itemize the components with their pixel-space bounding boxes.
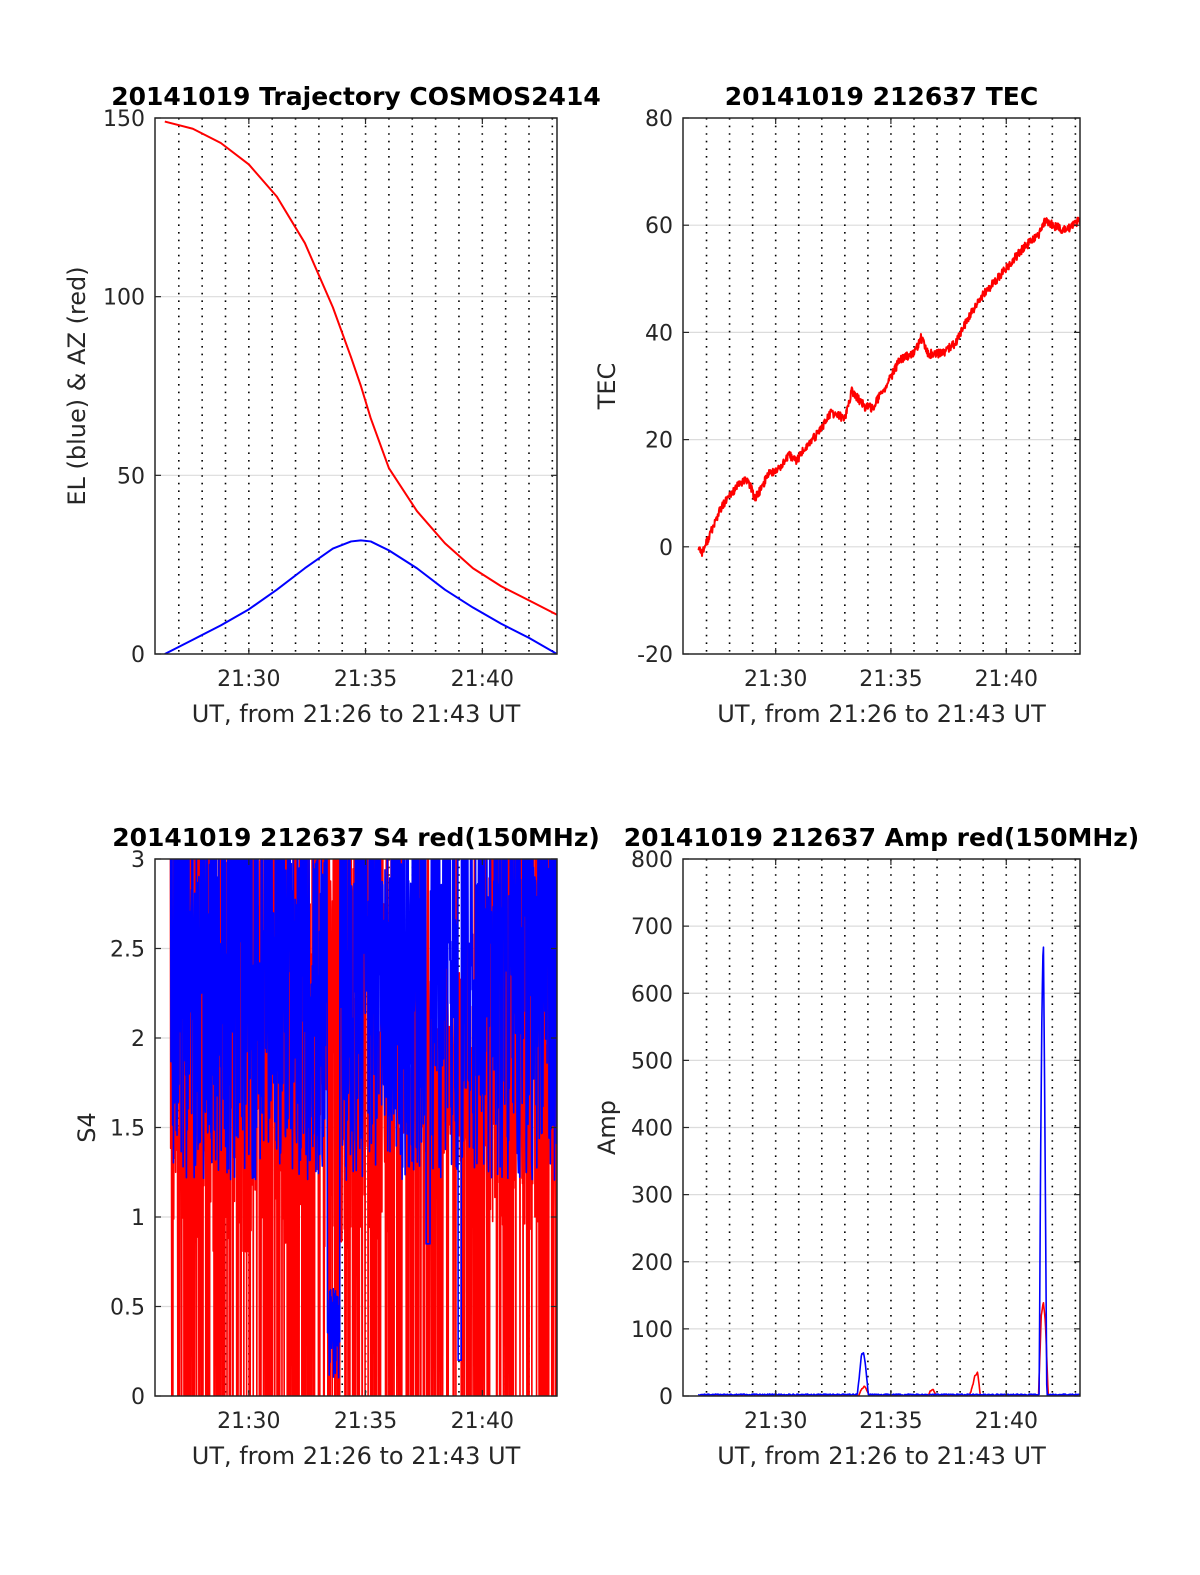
y-tick-label: 1.5	[110, 1117, 145, 1142]
y-tick-label: 80	[645, 107, 673, 132]
y-axis-label: Amp	[593, 1100, 621, 1155]
chart-title: 20141019 212637 Amp red(150MHz)	[624, 823, 1140, 852]
chart-title: 20141019 212637 TEC	[725, 82, 1038, 111]
y-tick-label: 150	[103, 107, 145, 132]
x-tick-label: 21:40	[451, 667, 514, 692]
y-tick-label: 1	[131, 1206, 145, 1231]
y-tick-label: 100	[103, 286, 145, 311]
y-tick-label: 0	[131, 643, 145, 668]
chart-4: 0 100 200 300 400 500 600 700 800 21:30 21:35 21:40…	[593, 823, 1139, 1470]
y-tick-label: 2	[131, 1027, 145, 1052]
series-line-red	[697, 216, 1080, 557]
x-tick-label: 21:30	[744, 667, 807, 692]
series-line-blue	[164, 539, 557, 654]
y-tick-label: 600	[631, 982, 673, 1007]
y-axis-label: EL (blue) & AZ (red)	[63, 266, 91, 505]
chart-title: 20141019 Trajectory COSMOS2414	[111, 82, 601, 111]
y-tick-label: 2.5	[110, 938, 145, 963]
x-tick-label: 21:40	[975, 667, 1038, 692]
y-tick-label: 60	[645, 214, 673, 239]
series-line-red	[164, 120, 557, 616]
series-line-blue	[169, 859, 557, 1379]
y-tick-label: 100	[631, 1318, 673, 1343]
series-line-blue	[697, 946, 1080, 1396]
x-tick-label: 21:35	[334, 1409, 397, 1434]
x-tick-label: 21:30	[217, 667, 280, 692]
y-tick-label: 800	[631, 848, 673, 873]
y-tick-label: 0	[659, 536, 673, 561]
y-tick-label: 0.5	[110, 1296, 145, 1321]
y-tick-label: 300	[631, 1184, 673, 1209]
x-tick-label: 21:35	[334, 667, 397, 692]
x-tick-label: 21:40	[451, 1409, 514, 1434]
y-tick-label: 700	[631, 915, 673, 940]
y-tick-label: 3	[131, 848, 145, 873]
y-tick-label: -20	[637, 643, 673, 668]
x-axis-label: UT, from 21:26 to 21:43 UT	[192, 1442, 521, 1470]
chart-2: -20 0 20 40 60 80 21:30 21:35 21:40 20141019 2126…	[593, 82, 1081, 728]
y-tick-label: 50	[117, 464, 145, 489]
x-tick-label: 21:30	[217, 1409, 280, 1434]
chart-title: 20141019 212637 S4 red(150MHz)	[112, 823, 600, 852]
plot-frame	[154, 117, 558, 655]
chart-3: 0 0.5 1 1.5 2 2.5 3 21:30 21:35 21:40 20141019 212…	[73, 823, 600, 1470]
x-axis-label: UT, from 21:26 to 21:43 UT	[717, 1442, 1046, 1470]
x-tick-label: 21:35	[859, 1409, 922, 1434]
chart-1: 0 50 100 150 21:30 21:35 21:40 20141019 Traject…	[63, 82, 601, 728]
y-axis-label: S4	[73, 1112, 101, 1143]
x-axis-label: UT, from 21:26 to 21:43 UT	[192, 700, 521, 728]
y-tick-label: 0	[659, 1385, 673, 1410]
y-axis-label: TEC	[593, 363, 621, 411]
series-line-red	[698, 1301, 1080, 1396]
plot-frame	[682, 117, 1081, 655]
y-tick-label: 400	[631, 1117, 673, 1142]
x-tick-label: 21:35	[859, 667, 922, 692]
y-tick-label: 200	[631, 1251, 673, 1276]
x-axis-label: UT, from 21:26 to 21:43 UT	[717, 700, 1046, 728]
y-tick-label: 20	[645, 429, 673, 454]
x-tick-label: 21:30	[744, 1409, 807, 1434]
y-tick-label: 500	[631, 1049, 673, 1074]
y-tick-label: 0	[131, 1385, 145, 1410]
x-tick-label: 21:40	[975, 1409, 1038, 1434]
y-tick-label: 40	[645, 321, 673, 346]
